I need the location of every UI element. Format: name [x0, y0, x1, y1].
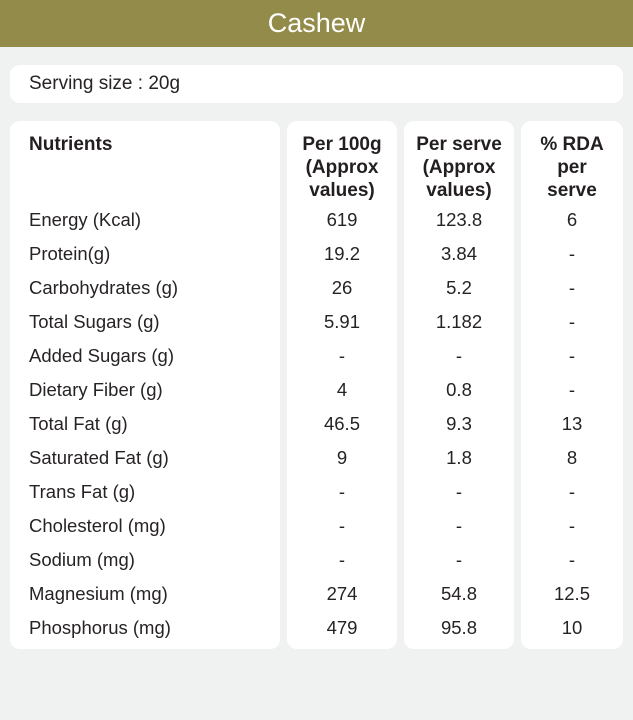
title-bar: Cashew — [0, 0, 633, 47]
value-perserve-phosphorus: 95.8 — [440, 617, 477, 638]
value-perserve-protein: 3.84 — [440, 243, 477, 264]
row-label-sodium: Sodium (mg) — [29, 549, 135, 570]
row-label-energy: Energy (Kcal) — [29, 209, 142, 230]
value-perserve-energy: 123.8 — [435, 209, 483, 230]
value-perserve-cholesterol: - — [455, 515, 463, 536]
row-label-dietary-fiber: Dietary Fiber (g) — [29, 379, 163, 400]
value-per100g-sodium: - — [338, 549, 346, 570]
nutrition-table: Nutrients Energy (Kcal) Protein(g) Carbo… — [10, 121, 623, 649]
value-per100g-carbohydrates: 26 — [331, 277, 353, 298]
per-serve-column: Per serve (Approx values) 123.8 3.84 5.2… — [404, 121, 514, 649]
value-per100g-dietary-fiber: 4 — [336, 379, 348, 400]
value-perserve-total-fat: 9.3 — [446, 413, 472, 434]
value-per100g-phosphorus: 479 — [326, 617, 358, 638]
value-per100g-protein: 19.2 — [323, 243, 360, 264]
per-100g-column: Per 100g (Approx values) 619 19.2 26 5.9… — [287, 121, 397, 649]
column-header-rda: % RDA per serve — [540, 134, 604, 201]
value-per100g-saturated-fat: 9 — [336, 447, 348, 468]
value-rda-trans-fat: - — [568, 481, 576, 502]
value-per100g-cholesterol: - — [338, 515, 346, 536]
rda-column: % RDA per serve 6 - - - - - 13 8 - - - 1… — [521, 121, 623, 649]
value-perserve-total-sugars: 1.182 — [435, 311, 483, 332]
value-perserve-added-sugars: - — [455, 345, 463, 366]
value-per100g-magnesium: 274 — [326, 583, 358, 604]
row-label-cholesterol: Cholesterol (mg) — [29, 515, 166, 536]
value-rda-saturated-fat: 8 — [566, 447, 578, 468]
value-rda-dietary-fiber: - — [568, 379, 576, 400]
row-label-total-fat: Total Fat (g) — [29, 413, 128, 434]
value-perserve-magnesium: 54.8 — [440, 583, 477, 604]
column-header-nutrients: Nutrients — [29, 134, 113, 155]
value-rda-protein: - — [568, 243, 576, 264]
row-label-saturated-fat: Saturated Fat (g) — [29, 447, 169, 468]
value-rda-total-fat: 13 — [561, 413, 583, 434]
value-rda-energy: 6 — [566, 209, 578, 230]
value-per100g-total-fat: 46.5 — [323, 413, 360, 434]
value-per100g-total-sugars: 5.91 — [323, 311, 360, 332]
value-perserve-sodium: - — [455, 549, 463, 570]
value-rda-total-sugars: - — [568, 311, 576, 332]
value-per100g-trans-fat: - — [338, 481, 346, 502]
product-title: Cashew — [267, 8, 366, 38]
row-label-total-sugars: Total Sugars (g) — [29, 311, 160, 332]
serving-size-bar: Serving size : 20g — [10, 65, 623, 103]
value-per100g-added-sugars: - — [338, 345, 346, 366]
value-perserve-dietary-fiber: 0.8 — [446, 379, 472, 400]
value-perserve-carbohydrates: 5.2 — [446, 277, 472, 298]
row-label-trans-fat: Trans Fat (g) — [29, 481, 136, 502]
column-header-per-100g: Per 100g (Approx values) — [302, 134, 382, 201]
nutrients-column: Nutrients Energy (Kcal) Protein(g) Carbo… — [10, 121, 280, 649]
value-rda-phosphorus: 10 — [561, 617, 583, 638]
row-label-phosphorus: Phosphorus (mg) — [29, 617, 171, 638]
value-perserve-saturated-fat: 1.8 — [446, 447, 472, 468]
row-label-added-sugars: Added Sugars (g) — [29, 345, 175, 366]
value-rda-magnesium: 12.5 — [553, 583, 590, 604]
value-rda-cholesterol: - — [568, 515, 576, 536]
value-perserve-trans-fat: - — [455, 481, 463, 502]
row-label-magnesium: Magnesium (mg) — [29, 583, 168, 604]
value-rda-sodium: - — [568, 549, 576, 570]
value-rda-added-sugars: - — [568, 345, 576, 366]
serving-size-label: Serving size : 20g — [29, 73, 181, 94]
row-label-protein: Protein(g) — [29, 243, 111, 264]
value-rda-carbohydrates: - — [568, 277, 576, 298]
value-per100g-energy: 619 — [326, 209, 358, 230]
column-header-per-serve: Per serve (Approx values) — [416, 134, 502, 201]
row-label-carbohydrates: Carbohydrates (g) — [29, 277, 179, 298]
